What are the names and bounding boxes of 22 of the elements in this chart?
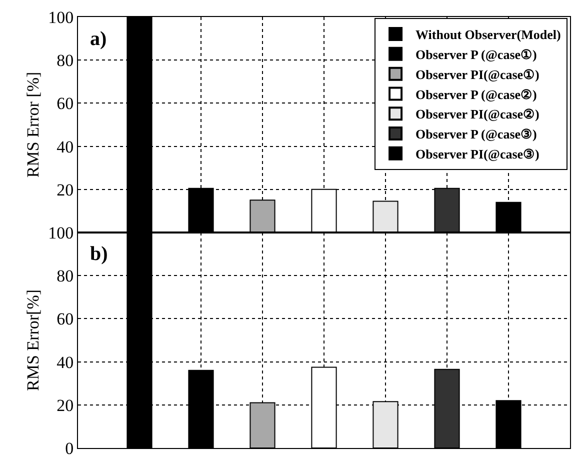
- y-tick-label: 40: [56, 352, 74, 372]
- y-tick-label: 100: [48, 223, 74, 242]
- y-tick-label: 60: [56, 94, 74, 114]
- legend-label: Observer PI(@case①): [416, 66, 540, 82]
- legend-label: Observer P (@case③): [416, 126, 537, 142]
- legend-label: Observer PI(@case②): [416, 106, 540, 122]
- y-tick-label: 20: [56, 396, 74, 415]
- y-tick-label: 40: [56, 137, 74, 156]
- y-tick-label: 60: [56, 310, 74, 329]
- legend-label: Observer P (@case②): [416, 86, 537, 102]
- y-tick-label: 80: [56, 51, 74, 70]
- y-axis-title: RMS Error[%]: [24, 289, 43, 392]
- y-tick-label: 100: [48, 8, 74, 27]
- y-tick-label: 20: [56, 180, 74, 200]
- legend-label: Without Observer(Model): [416, 27, 561, 42]
- y-tick-label: 0: [65, 438, 74, 458]
- y-axis-title: RMS Error [%]: [24, 72, 43, 178]
- annotation: a): [90, 28, 107, 50]
- annotation: b): [90, 243, 108, 265]
- legend-label: Observer PI(@case③): [416, 146, 540, 162]
- legend-label: Observer P (@case①): [416, 46, 537, 62]
- y-tick-label: 80: [56, 266, 74, 286]
